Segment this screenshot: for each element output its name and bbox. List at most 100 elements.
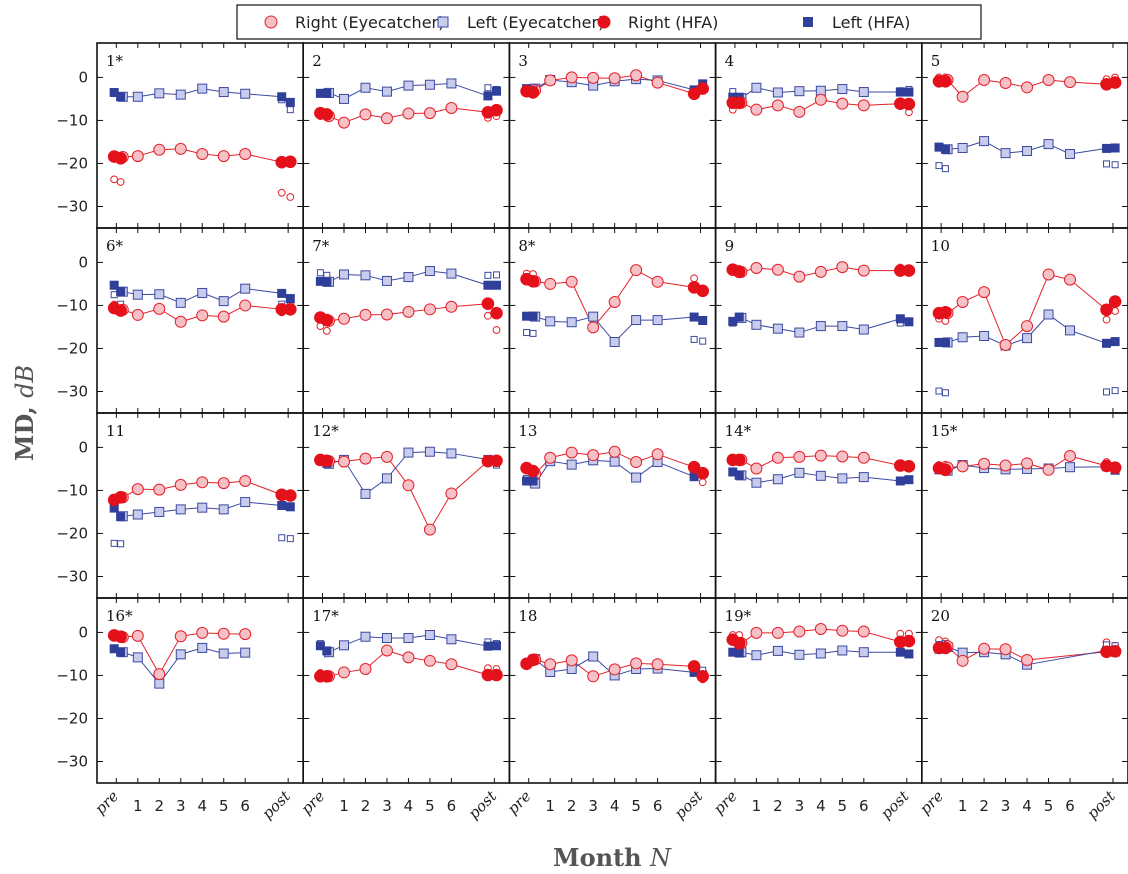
left-eyecatcher-point: [446, 634, 457, 645]
left-eyecatcher-point: [132, 289, 143, 300]
right-eyecatcher-point: [1064, 76, 1077, 89]
right-eyecatcher-point: [196, 476, 209, 489]
x-tick-label: post: [258, 786, 294, 822]
right-hfa-point: [696, 670, 710, 683]
subplot-panel: 14*: [714, 412, 923, 599]
y-axis-title: MD, dB: [10, 365, 39, 461]
left-hfa-point: [277, 288, 287, 298]
left-eyecatcher-point: [240, 88, 251, 99]
left-eyecatcher-point: [424, 79, 435, 90]
legend-entry: Right (HFA): [597, 13, 718, 32]
x-tick-label: post: [877, 786, 913, 822]
right-hfa-point: [284, 489, 297, 502]
subplot-frame: [920, 597, 1128, 784]
left-small-point: [1103, 388, 1111, 396]
left-connector-line: [245, 288, 282, 294]
subplot-panel: 10: [920, 227, 1128, 414]
legend-marker: [597, 15, 611, 29]
left-eyecatcher-point: [1000, 148, 1011, 159]
right-eyecatcher-point: [630, 657, 643, 670]
left-eyecatcher-point: [979, 136, 990, 147]
left-connector-line: [1069, 147, 1107, 155]
subplot-frame: [96, 42, 304, 229]
right-eyecatcher-point: [338, 312, 351, 325]
left-eyecatcher-point: [1065, 149, 1076, 159]
left-hfa-point: [322, 277, 332, 287]
panel-label: 5: [931, 52, 941, 70]
x-tick-label: 5: [219, 797, 229, 815]
right-eyecatcher-point: [651, 76, 664, 89]
panel-label: 7*: [312, 237, 330, 255]
x-tick-label: 5: [1044, 797, 1054, 815]
left-connector-line: [245, 93, 282, 98]
left-hfa-point: [698, 316, 708, 325]
left-eyecatcher-point: [154, 289, 165, 300]
x-tick-label: 6: [653, 797, 663, 815]
legend-label: Right (HFA): [628, 13, 718, 32]
right-hfa-point: [114, 152, 127, 165]
subplot-panel: 13: [508, 412, 717, 599]
left-eyecatcher-point: [132, 509, 143, 520]
left-eyecatcher-point: [794, 649, 805, 660]
left-hfa-point: [483, 91, 493, 101]
right-hfa-point: [320, 454, 334, 468]
left-hfa-point: [285, 294, 295, 304]
right-hfa-point: [939, 641, 952, 655]
left-hfa-point: [689, 312, 699, 322]
right-eyecatcher-point: [217, 310, 230, 323]
right-eyecatcher-point: [771, 451, 784, 464]
right-eyecatcher-point: [651, 658, 664, 671]
x-tick-label: 1: [958, 797, 968, 815]
left-eyecatcher-point: [609, 456, 620, 467]
left-eyecatcher-point: [360, 82, 371, 93]
panel-label: 10: [931, 237, 950, 255]
left-eyecatcher-point: [381, 473, 392, 484]
right-eyecatcher-point: [544, 74, 557, 87]
left-connector-line: [451, 273, 489, 286]
right-small-point: [1111, 307, 1120, 315]
left-hfa-point: [528, 311, 538, 321]
left-eyecatcher-point: [446, 448, 457, 459]
right-eyecatcher-point: [836, 261, 849, 274]
y-tick-label: −30: [56, 752, 88, 770]
left-eyecatcher-point: [132, 91, 143, 102]
right-eyecatcher-point: [956, 90, 969, 103]
y-tick-label: −10: [56, 481, 88, 499]
left-eyecatcher-point: [815, 648, 826, 659]
right-eyecatcher-point: [771, 263, 784, 276]
right-eyecatcher-point: [771, 626, 784, 639]
left-small-point: [110, 539, 118, 547]
left-eyecatcher-point: [609, 337, 620, 348]
panel-label: 2: [312, 52, 322, 70]
right-eyecatcher-point: [836, 450, 849, 463]
left-eyecatcher-point: [424, 630, 435, 640]
right-eyecatcher-point: [131, 629, 144, 642]
right-hfa-point: [1108, 461, 1122, 474]
right-eyecatcher-point: [239, 628, 252, 641]
right-eyecatcher-point: [836, 624, 849, 637]
right-eyecatcher-line: [328, 456, 452, 531]
left-eyecatcher-point: [1043, 309, 1054, 320]
right-eyecatcher-point: [544, 277, 557, 290]
left-connector-line: [863, 476, 901, 482]
left-hfa-point: [315, 641, 325, 651]
left-eyecatcher-point: [588, 311, 599, 322]
right-eyecatcher-point: [565, 446, 578, 459]
left-hfa-point: [277, 92, 287, 102]
right-eyecatcher-point: [359, 108, 372, 121]
right-eyecatcher-point: [793, 270, 806, 283]
left-eyecatcher-point: [381, 275, 392, 286]
subplot-panel: 19*: [714, 597, 923, 784]
y-tick-label: −10: [56, 111, 88, 129]
legend-entry: Right (Eyecatcher): [264, 13, 444, 32]
right-eyecatcher-point: [565, 71, 578, 84]
right-eyecatcher-point: [239, 474, 252, 487]
left-connector-line: [657, 461, 695, 478]
right-eyecatcher-point: [956, 654, 969, 667]
x-tick-label: 3: [795, 797, 805, 815]
left-eyecatcher-point: [858, 324, 869, 335]
right-hfa-point: [490, 306, 503, 320]
right-eyecatcher-point: [131, 150, 144, 163]
right-eyecatcher-point: [239, 148, 252, 160]
y-tick-label: −30: [56, 197, 88, 215]
